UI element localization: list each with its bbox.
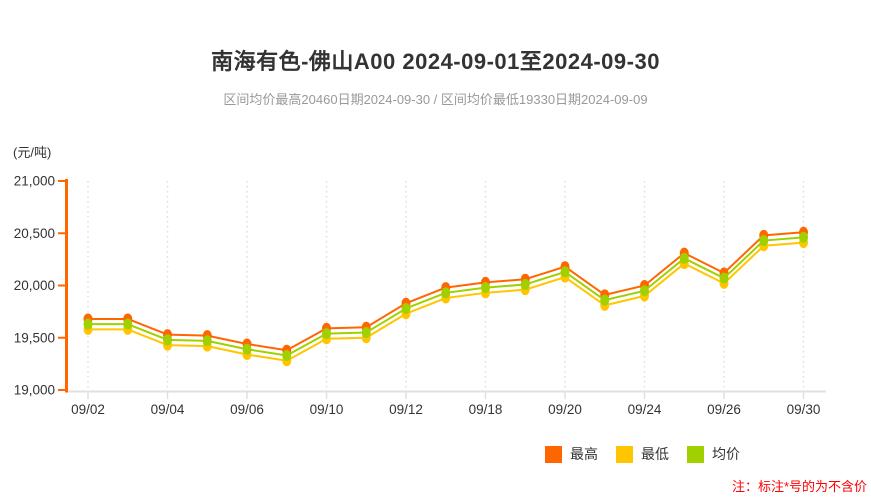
page-title: 南海有色-佛山A00 2024-09-01至2024-09-30 [211,49,660,74]
x-tick-label: 09/24 [628,402,662,417]
series-avg-marker [163,334,172,346]
y-tick-label: 20,000 [14,278,55,293]
y-tick-label: 21,000 [14,174,55,189]
footnote: 注：标注*号的为不含价 [731,479,867,494]
series-avg-marker [520,278,530,290]
y-axis-unit-label: (元/吨) [13,145,52,160]
series-avg-marker [600,294,610,306]
series-avg-marker [202,335,212,347]
legend-label-low: 最低 [641,446,669,462]
y-tick-label: 19,000 [14,383,55,398]
series-avg-marker [679,252,689,264]
x-tick-label: 09/18 [469,402,503,417]
y-tick-label: 20,500 [14,226,55,241]
legend-label-avg: 均价 [712,446,740,462]
series-avg-marker [242,343,252,355]
legend-item-avg[interactable]: 均价 [687,444,740,464]
x-tick-label: 09/06 [230,402,264,417]
series-avg-marker [481,282,490,294]
legend-swatch-avg [687,445,704,463]
legend-item-high[interactable]: 最高 [545,444,598,464]
series-avg-marker [441,287,451,299]
series-avg-marker [401,302,411,314]
series-avg-marker [123,318,133,330]
x-tick-label: 09/04 [151,402,185,417]
series-avg-marker [322,328,331,340]
legend-label-high: 最高 [570,446,598,462]
x-tick-label: 09/02 [71,402,105,417]
series-avg-marker [282,350,292,362]
x-tick-label: 09/12 [389,402,423,417]
chart-legend: 最高 最低 均价 [545,444,740,464]
series-avg-marker [560,266,570,278]
y-tick-label: 19,500 [14,330,55,345]
series-avg-marker [799,231,808,243]
series-avg-marker [83,318,93,330]
x-tick-label: 09/10 [310,402,344,417]
series-avg-marker [361,327,371,339]
x-tick-label: 09/20 [548,402,582,417]
chart-subtitle: 区间均价最高20460日期2024-09-30 / 区间均价最低19330日期2… [223,92,648,107]
legend-swatch-high [545,445,562,463]
series-avg-marker [719,272,729,284]
x-tick-label: 09/26 [707,402,741,417]
legend-item-low[interactable]: 最低 [616,444,669,464]
series-avg-marker [759,235,769,247]
series-avg-marker [640,285,649,297]
x-tick-label: 09/30 [787,402,821,417]
legend-swatch-low [616,445,633,463]
